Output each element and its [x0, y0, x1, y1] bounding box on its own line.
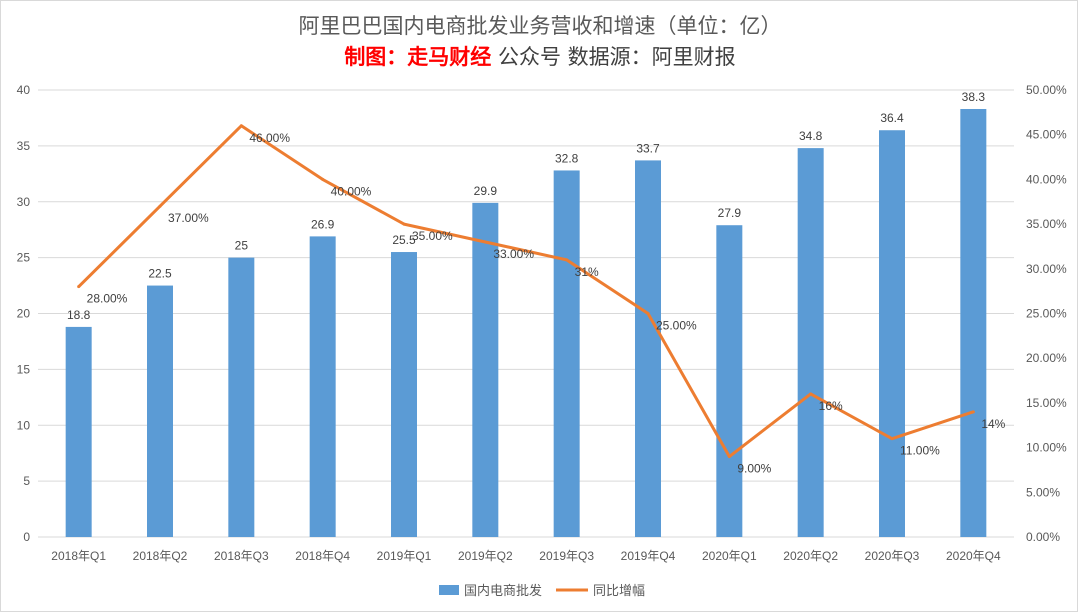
bar-value-label: 38.3 — [962, 90, 986, 104]
y-right-tick-label: 5.00% — [1026, 485, 1060, 499]
growth-value-label: 9.00% — [737, 462, 771, 476]
growth-point — [971, 410, 975, 414]
y-right-tick-label: 45.00% — [1026, 128, 1067, 142]
bar-value-label: 26.9 — [311, 217, 335, 231]
y-right-tick-label: 20.00% — [1026, 351, 1067, 365]
x-tick-label: 2018年Q2 — [133, 549, 188, 563]
bar — [391, 252, 417, 537]
growth-value-label: 16% — [819, 399, 843, 413]
growth-point — [890, 437, 894, 441]
x-tick-label: 2018年Q3 — [214, 549, 269, 563]
bar — [879, 130, 905, 538]
y-right-tick-label: 30.00% — [1026, 262, 1067, 276]
x-tick-label: 2019年Q1 — [377, 549, 432, 563]
x-tick-label: 2020年Q3 — [865, 549, 920, 563]
bar — [65, 326, 92, 537]
x-tick-label: 2020年Q1 — [702, 549, 757, 563]
y-left-tick-label: 30 — [17, 195, 31, 209]
y-right-tick-label: 35.00% — [1026, 217, 1067, 231]
growth-value-label: 40.00% — [331, 184, 372, 198]
growth-value-label: 31% — [575, 265, 599, 279]
x-tick-label: 2019年Q3 — [539, 549, 594, 563]
bar — [716, 225, 743, 537]
bar — [797, 148, 824, 538]
y-right-tick-label: 15.00% — [1026, 396, 1067, 410]
x-tick-label: 2020年Q2 — [783, 549, 838, 563]
growth-point — [158, 204, 162, 208]
growth-value-label: 25.00% — [656, 319, 697, 333]
bar — [553, 170, 580, 537]
chart-title: 阿里巴巴国内电商批发业务营收和增速（单位：亿） — [298, 14, 782, 38]
legend-bar-label: 国内电商批发 — [464, 583, 542, 598]
y-left-tick-label: 0 — [23, 530, 30, 544]
y-left-tick-label: 5 — [23, 474, 30, 488]
growth-value-label: 35.00% — [412, 229, 453, 243]
growth-point — [727, 455, 731, 459]
growth-value-label: 14% — [981, 417, 1005, 431]
growth-point — [321, 177, 325, 181]
growth-point — [646, 312, 650, 315]
bar-value-label: 36.4 — [880, 111, 904, 125]
y-left-tick-label: 35 — [17, 139, 31, 153]
bar-value-label: 22.5 — [148, 267, 172, 281]
bar — [228, 257, 255, 537]
x-tick-label: 2018年Q1 — [51, 549, 106, 563]
growth-value-label: 37.00% — [168, 211, 209, 225]
legend-bar-swatch — [439, 585, 459, 595]
growth-value-label: 46.00% — [249, 131, 290, 145]
growth-point — [239, 124, 243, 128]
bar-value-label: 29.9 — [474, 184, 498, 198]
bar-value-label: 25.5 — [392, 233, 416, 247]
bar-value-label: 33.7 — [636, 141, 660, 155]
y-right-tick-label: 50.00% — [1026, 83, 1067, 97]
growth-point — [809, 392, 813, 396]
growth-line — [77, 124, 974, 459]
x-tick-label: 2018年Q4 — [295, 549, 350, 563]
growth-point — [402, 222, 406, 226]
bar-value-label: 18.8 — [67, 308, 91, 322]
bar — [309, 236, 336, 537]
credit-source: 公众号 数据源：阿里财报 — [498, 45, 736, 69]
bar — [147, 285, 173, 537]
x-tick-label: 2020年Q4 — [946, 549, 1001, 563]
x-tick-label: 2019年Q2 — [458, 549, 513, 563]
credit-highlight: 制图：走马财经 — [344, 45, 492, 69]
y-left-tick-label: 40 — [17, 83, 31, 97]
bar-value-label: 32.8 — [555, 151, 579, 165]
bar — [635, 160, 661, 537]
growth-value-label: 33.00% — [493, 247, 534, 261]
x-tick-label: 2019年Q4 — [621, 549, 676, 563]
growth-point — [77, 285, 81, 289]
y-left-tick-label: 20 — [17, 307, 31, 321]
y-left-tick-label: 25 — [17, 251, 31, 265]
growth-value-label: 11.00% — [900, 444, 940, 458]
growth-value-label: 28.00% — [87, 292, 128, 306]
bar — [472, 202, 499, 537]
y-right-tick-label: 0.00% — [1026, 530, 1060, 544]
legend-line-label: 同比增幅 — [593, 583, 645, 598]
bar-value-label: 25 — [235, 239, 249, 253]
bar — [960, 108, 987, 537]
bar-value-label: 27.9 — [718, 206, 742, 220]
chart-subtitle: 制图：走马财经 公众号 数据源：阿里财报 — [0, 41, 1080, 71]
y-right-tick-label: 25.00% — [1026, 307, 1067, 321]
growth-point — [565, 258, 569, 262]
bar-value-label: 34.8 — [799, 129, 823, 143]
y-left-tick-label: 10 — [17, 418, 31, 432]
y-right-tick-label: 40.00% — [1026, 172, 1067, 186]
y-left-tick-label: 15 — [17, 362, 31, 376]
growth-point — [483, 240, 487, 244]
y-right-tick-label: 10.00% — [1026, 441, 1067, 455]
